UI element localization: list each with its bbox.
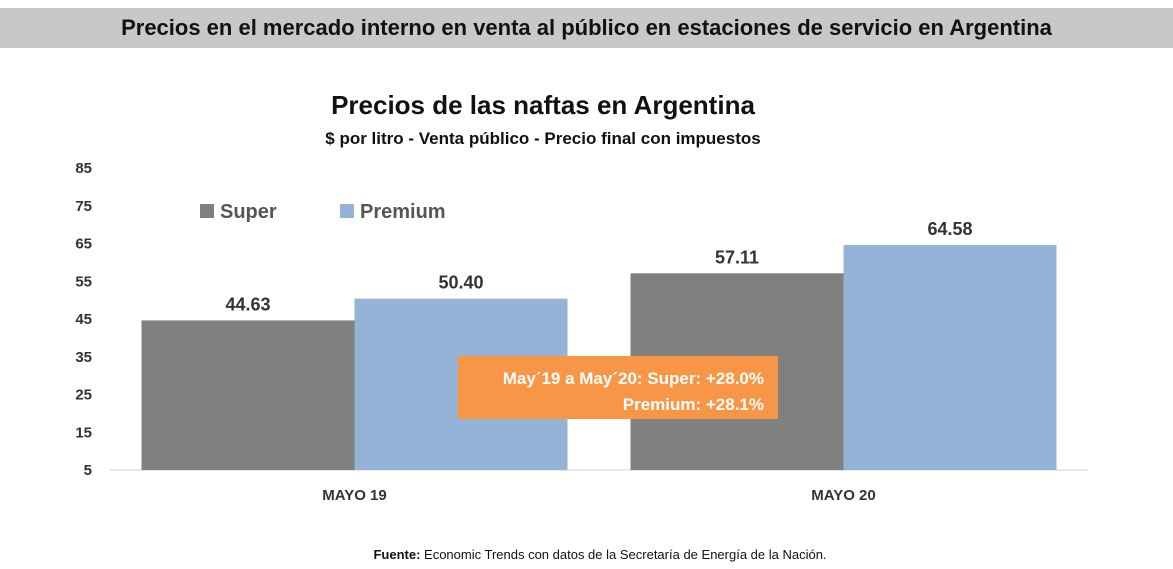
y-tick-label: 45: [75, 311, 92, 328]
page-title: Precios en el mercado interno en venta a…: [121, 15, 1052, 40]
data-label: 44.63: [225, 294, 270, 314]
data-label: 64.58: [927, 219, 972, 239]
annotation-box: [458, 356, 778, 419]
y-tick-label: 55: [75, 273, 92, 290]
legend-swatch-premium: [340, 204, 354, 218]
legend-label-super: Super: [220, 201, 277, 223]
data-label: 50.40: [438, 273, 483, 293]
bar-premium-2: [843, 245, 1057, 470]
source-text: Economic Trends con datos de la Secretar…: [424, 547, 827, 562]
x-tick-label: MAYO 19: [322, 487, 386, 504]
source-note: Fuente: Economic Trends con datos de la …: [0, 547, 1173, 562]
y-tick-label: 85: [75, 160, 92, 177]
annotation-line-2: Premium: +28.1%: [623, 395, 764, 414]
page-banner: Precios en el mercado interno en venta a…: [0, 8, 1173, 48]
data-label: 57.11: [715, 247, 759, 267]
chart-subtitle: $ por litro - Venta público - Precio fin…: [325, 129, 761, 148]
y-tick-label: 15: [75, 424, 92, 441]
legend-label-premium: Premium: [360, 201, 446, 223]
y-tick-label: 25: [75, 387, 92, 404]
y-tick-label: 65: [75, 236, 92, 253]
y-tick-label: 75: [75, 198, 92, 215]
chart-title: Precios de las naftas en Argentina: [331, 90, 755, 120]
y-tick-label: 5: [84, 462, 92, 479]
source-label: Fuente:: [373, 547, 421, 562]
legend-swatch-super: [200, 204, 214, 218]
annotation-line-1: May´19 a May´20: Super: +28.0%: [503, 369, 764, 388]
y-tick-label: 35: [75, 349, 92, 366]
x-tick-label: MAYO 20: [811, 487, 875, 504]
bar-super-1: [141, 320, 355, 470]
